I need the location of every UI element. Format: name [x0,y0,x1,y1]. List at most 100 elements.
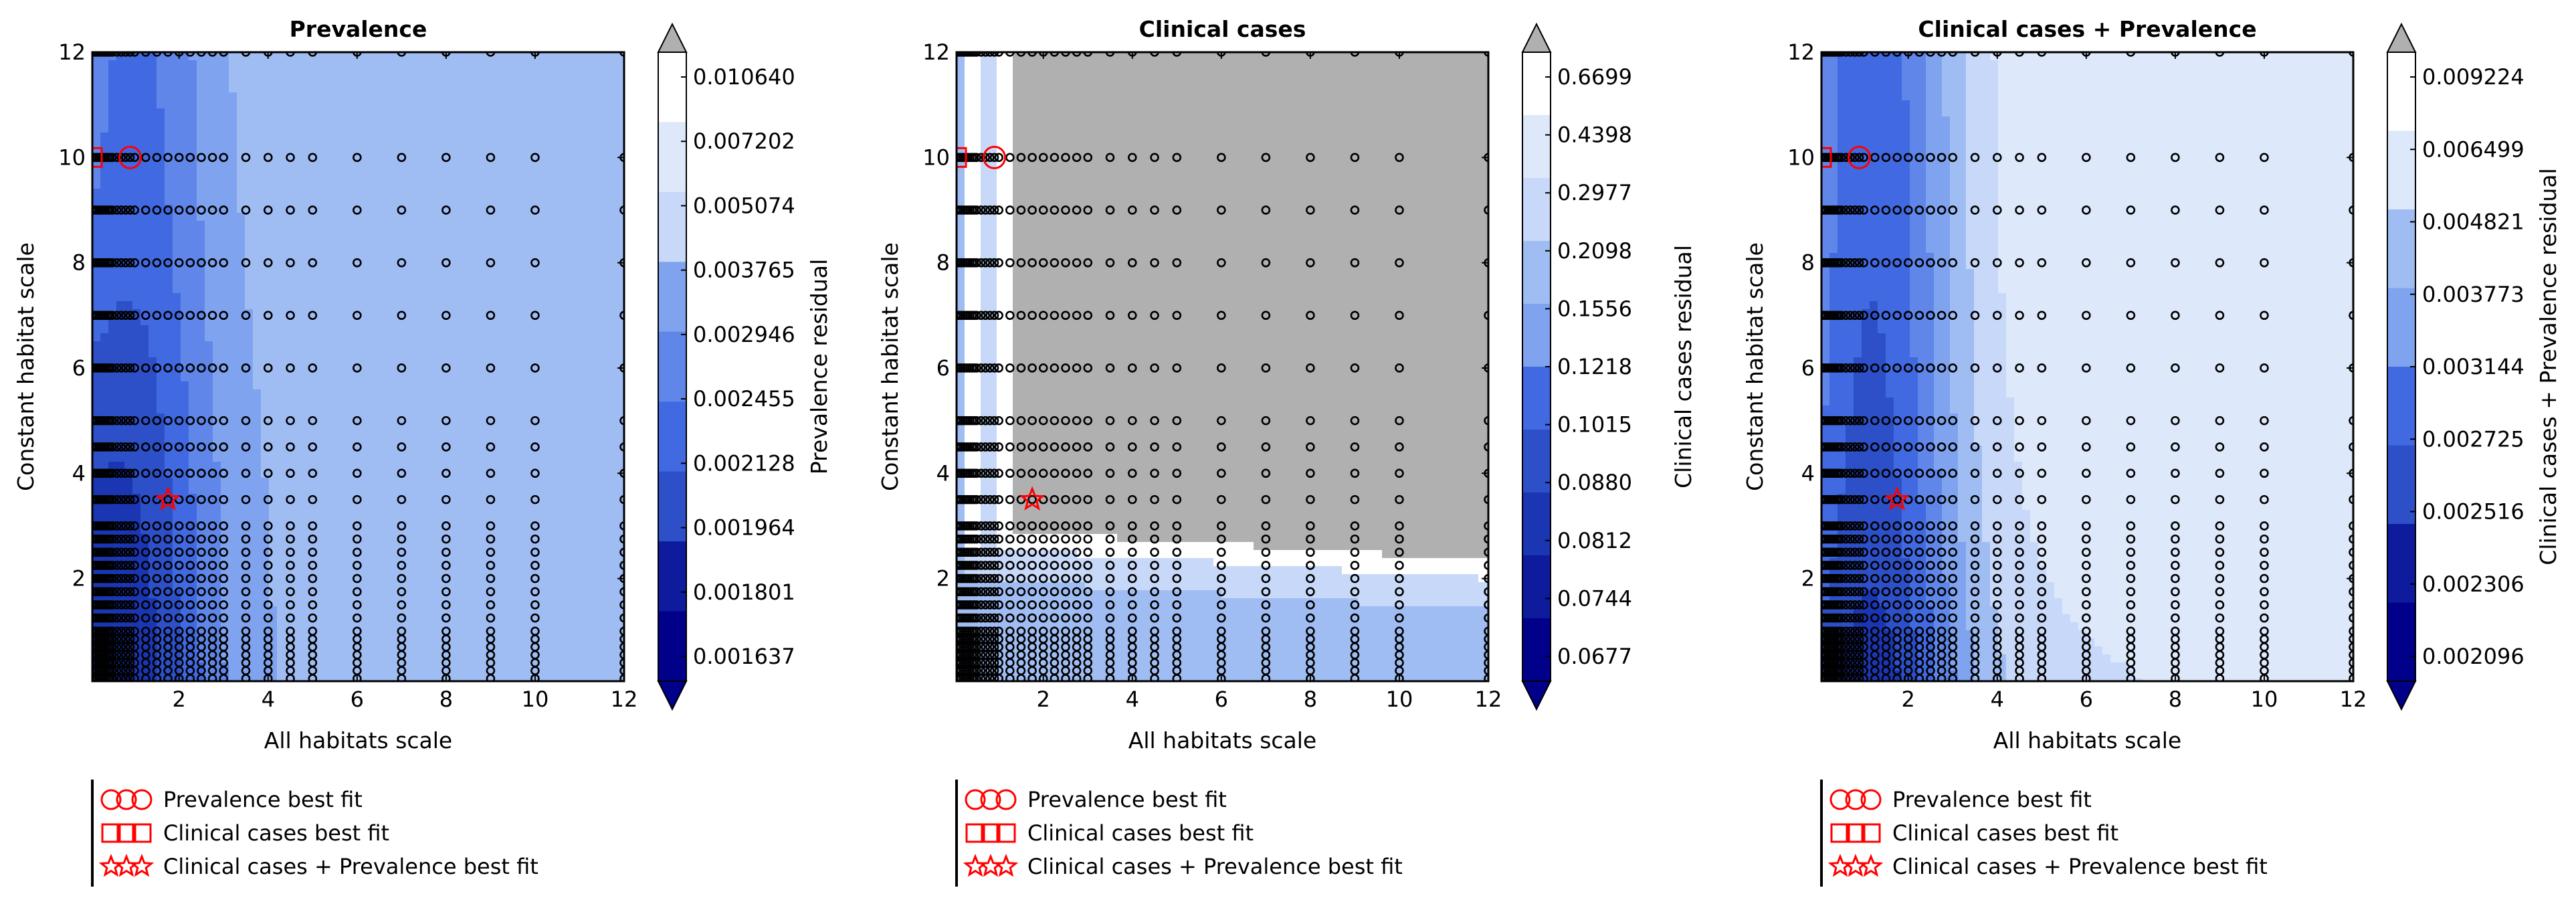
sample-point [1892,534,1902,544]
legend-label: Clinical cases + Prevalence best fit [1027,854,1403,879]
sample-point [989,561,999,570]
sample-point [207,442,217,452]
sample-point [1050,468,1060,478]
sample-point [1484,600,1488,610]
sample-point [2082,534,2091,544]
sample-point [2260,600,2269,610]
sample-point [174,468,184,478]
colorbar-tick-label: 0.0677 [1557,644,1632,669]
star-marker-icon [1828,853,1883,877]
sample-point [1172,205,1182,215]
colorbar-segment [1522,115,1551,179]
sample-point [2126,521,2136,531]
sample-point [2171,442,2180,452]
sample-point [219,205,229,215]
sample-point [2349,494,2353,505]
sample-point [1937,442,1947,452]
sample-point [207,613,217,623]
sample-point [286,442,295,452]
sample-point [207,494,217,505]
sample-point [1914,153,1924,163]
sample-point [1837,613,1846,623]
sample-point [2349,613,2353,623]
sample-point [1217,613,1226,623]
sample-point [1050,561,1060,570]
sample-point [981,613,991,623]
sample-point [1395,534,1404,544]
sample-point [130,52,139,57]
x-tick-label: 10 [2251,687,2278,712]
sample-point [1217,626,1226,636]
sample-point [1016,363,1026,373]
colorbar-segment [2387,288,2415,367]
legend-label: Prevalence best fit [1892,787,2092,812]
colorbar: 0.0106400.0072020.0050740.0037650.002946… [657,22,832,711]
sample-point [353,573,362,583]
x-tick-label: 12 [611,687,638,712]
sample-point [989,52,999,57]
sample-point [2215,205,2225,215]
sample-point [976,468,986,478]
sample-point [141,521,151,531]
sample-point [981,573,991,583]
sample-point [1846,52,1856,57]
sample-point [116,310,126,321]
sample-point [1926,205,1935,215]
sample-point [1484,534,1488,544]
sample-point [1837,494,1846,505]
sample-point [994,573,1004,583]
colorbar-tick-label: 0.003765 [693,258,795,283]
sample-point [2126,442,2136,452]
sample-point [972,258,981,268]
sample-point [1841,468,1851,478]
sample-point [976,534,986,544]
sample-point [219,534,229,544]
legend-item: Clinical cases best fit [1828,820,2118,846]
sample-point [2349,658,2353,668]
sample-point [1992,258,2002,268]
sample-point [121,205,130,215]
sample-point [263,153,273,163]
sample-point [1050,547,1060,557]
sample-point [121,547,130,557]
sample-point [1892,521,1902,531]
sample-point [141,363,151,373]
sample-point [1105,573,1115,583]
sample-point [286,258,295,268]
sample-point [985,310,995,321]
colorbar-tick-label: 0.005074 [693,193,795,218]
sample-point [985,258,995,268]
sample-point [263,534,273,544]
sample-point [1050,363,1060,373]
sample-point [619,494,624,505]
sample-point [1395,416,1404,426]
sample-point [2215,494,2225,505]
sample-point [1850,310,1860,321]
sample-point [1083,534,1093,544]
sample-point [1050,52,1060,57]
sample-point [1870,52,1880,57]
sample-point [1072,587,1082,597]
sample-point [981,205,991,215]
sample-point [207,363,217,373]
sample-point [308,521,318,531]
combined-best-fit-marker [155,486,181,511]
sample-point [1903,561,1913,570]
sample-point [1948,587,1958,597]
sample-point [1914,310,1924,321]
sample-point [1850,561,1860,570]
sample-point [1150,153,1159,163]
chart-title: Clinical cases + Prevalence [1918,16,2256,42]
sample-point [1105,494,1115,505]
sample-point [1937,521,1947,531]
sample-point [994,153,1004,163]
sample-point [1072,310,1082,321]
sample-point [197,205,206,215]
sample-point [1992,600,2002,610]
sample-point [130,310,140,321]
sample-point [1150,52,1159,57]
colorbar: 0.0092240.0064990.0048210.0037730.003144… [2386,22,2561,711]
sample-point [141,561,151,570]
y-tick-label: 10 [58,145,86,170]
sample-point [1926,521,1935,531]
